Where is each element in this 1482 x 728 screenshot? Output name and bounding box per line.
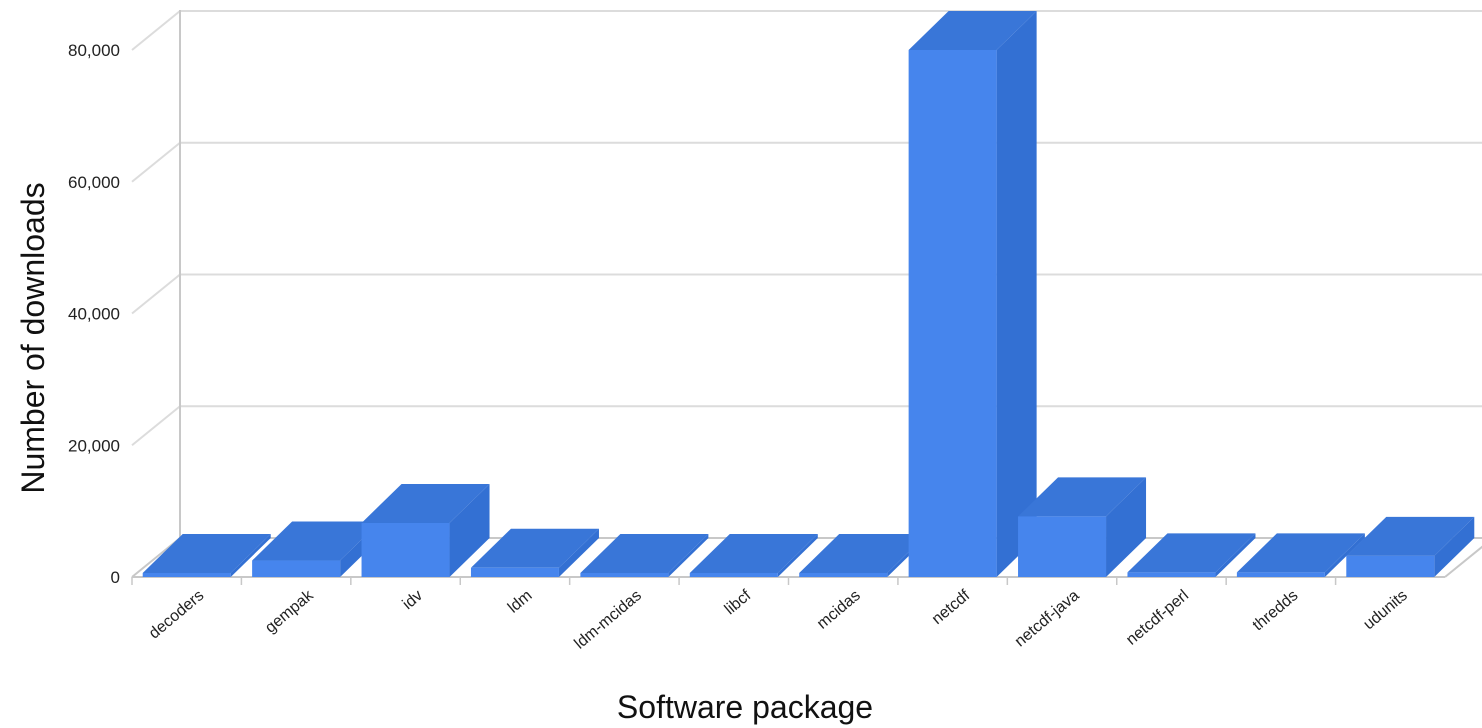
x-tick-label: thredds [1250,587,1302,634]
bar-top [1018,477,1147,517]
x-tick-labels: decoders gempak idv ldm ldm-mcidas libcf mcida… [146,586,1411,652]
bar-ldm-mcidas [580,534,709,577]
bar-side [230,534,271,577]
bar-front [1018,516,1107,577]
x-tick-label: netcdf-perl [1123,587,1192,649]
bar-side [449,483,490,577]
bar-front [908,50,997,577]
gridline-diagonal [131,141,181,183]
x-tick-label: decoders [146,587,207,642]
bar-side [1324,533,1365,577]
bar-gempak [252,521,381,577]
bar-side [668,534,709,577]
gridline-diagonal [131,405,181,447]
bar-front [689,573,778,577]
bar-libcf [689,534,818,577]
bar-front [580,573,669,577]
bar-top [252,521,381,561]
bar-top [1346,516,1475,556]
bar-side [777,534,818,577]
bar-front [252,560,341,577]
x-tick-label: mcidas [814,587,864,633]
x-axis-title: Software package [617,689,873,725]
gridline-diagonal [131,10,181,51]
bar-netcdf-perl [1127,533,1256,577]
bar-decoders [142,534,271,577]
y-tick-labels: 0 20,000 40,000 60,000 80,000 [68,41,120,587]
bar-side [1106,477,1147,577]
x-tick-label: gempak [262,586,317,636]
x-tick-label: udunits [1360,587,1410,633]
grid-layer [131,10,1482,578]
bar-front [1346,555,1435,577]
floor-right-edge [1444,545,1482,578]
bar-netcdf [908,11,1037,577]
y-tick-label: 40,000 [68,305,120,324]
y-tick-label: 0 [111,568,120,587]
bar-front [361,522,450,577]
x-tick-label: netcdf-java [1012,587,1083,650]
bars-layer [142,11,1475,577]
x-tick-label: ldm-mcidas [571,587,645,653]
bar-front [799,573,888,577]
y-tick-label: 60,000 [68,173,120,192]
bar-mcidas [799,534,928,577]
bar-top [580,534,709,573]
y-axis-title: Number of downloads [15,182,51,493]
bar-top [142,534,271,573]
x-tick-label: netcdf [929,587,974,628]
gridline-diagonal [131,273,181,315]
bar-ldm [470,528,599,577]
bar-top [361,483,490,523]
bar-side [1434,516,1475,577]
x-tick-label: libcf [722,587,755,619]
bar-top [1236,533,1365,573]
bar-top [1127,533,1256,573]
y-tick-label: 20,000 [68,436,120,455]
bar-top [689,534,818,573]
bar-front [470,567,559,577]
x-tick-label: ldm [505,587,536,617]
bar-thredds [1236,533,1365,577]
bar-side [996,11,1037,577]
axis-layer [131,10,1482,585]
bar-front [1236,572,1325,577]
bar-netcdf-java [1018,477,1147,577]
bar-idv [361,483,490,577]
bar-front [142,573,231,577]
bar-side [558,528,599,577]
y-tick-label: 80,000 [68,41,120,60]
bar-top [908,11,1037,50]
bar-top [470,528,599,568]
x-tick-label: idv [400,587,427,613]
bar-front [1127,572,1216,577]
bar-side [1215,533,1256,577]
bar-udunits [1346,516,1475,577]
bar-top [799,534,928,573]
